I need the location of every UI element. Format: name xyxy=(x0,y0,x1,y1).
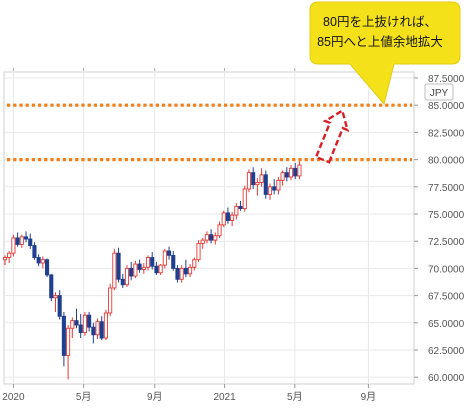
candle-body-up xyxy=(297,164,302,177)
candle-body-up xyxy=(145,257,151,268)
candle-body-up xyxy=(196,242,201,261)
candle-body-down xyxy=(74,320,79,326)
y-tick-label: 67.5000 xyxy=(428,292,465,303)
candle-body-down xyxy=(150,257,155,267)
candle-body-down xyxy=(57,295,62,317)
currency-label: JPY xyxy=(430,88,449,99)
candle-body-up xyxy=(200,239,205,244)
candle-body-up xyxy=(221,212,226,226)
candle-body-down xyxy=(116,252,121,280)
candle-body-down xyxy=(238,205,243,210)
candle-body-down xyxy=(49,274,54,299)
x-tick-label: 2020 xyxy=(2,392,25,403)
candle-body-down xyxy=(87,314,92,328)
callout-line-2: 85円へと上値余地拡大 xyxy=(317,35,443,49)
y-tick-label: 87.5000 xyxy=(428,74,465,85)
candle-body-down xyxy=(251,172,256,186)
projection-arrow xyxy=(314,108,350,164)
candle-body-up xyxy=(82,314,87,334)
y-tick-label: 80.0000 xyxy=(428,156,465,167)
candle-body-down xyxy=(166,250,172,256)
candle-body-down xyxy=(32,245,37,258)
candle-body-down xyxy=(61,315,66,356)
candle-body-up xyxy=(53,295,58,299)
candle-body-up xyxy=(95,321,100,336)
candle-body-up xyxy=(141,266,146,270)
y-tick-label: 77.5000 xyxy=(428,183,465,194)
candle-body-up xyxy=(234,205,239,216)
y-tick-label: 82.5000 xyxy=(428,128,465,139)
y-tick-label: 60.0000 xyxy=(428,373,465,384)
candle-body-up xyxy=(188,266,193,275)
candle-body-up xyxy=(280,172,285,181)
candle-body-down xyxy=(284,172,289,178)
candle-body-up xyxy=(242,188,247,210)
currency-box xyxy=(424,83,454,101)
candle-body-up xyxy=(204,234,209,241)
callout-line-1: 80円を上抜ければ、 xyxy=(323,15,437,29)
candle-body-up xyxy=(103,312,108,339)
candle-body-down xyxy=(272,186,277,191)
candle-body-up xyxy=(179,267,184,280)
candle-body-down xyxy=(99,321,104,339)
candle-body-down xyxy=(15,237,20,245)
candle-body-down xyxy=(23,236,29,240)
y-tick-label: 70.0000 xyxy=(428,264,465,275)
candle-body-up xyxy=(246,172,252,190)
candle-body-up xyxy=(288,167,294,178)
candle-body-up xyxy=(66,327,71,356)
candle-body-down xyxy=(209,234,214,241)
candle-body-up xyxy=(259,174,264,183)
candle-body-up xyxy=(19,236,24,245)
x-tick-label: 5月 xyxy=(76,391,92,403)
candle-body-down xyxy=(129,267,134,277)
candle-body-down xyxy=(183,267,188,275)
candle-body-up xyxy=(124,267,130,286)
candle-body-down xyxy=(91,326,96,336)
candle-body-up xyxy=(192,259,197,268)
candle-body-down xyxy=(45,259,50,276)
candle-body-up xyxy=(267,186,273,195)
candle-body-up xyxy=(162,250,167,266)
candle-body-up xyxy=(11,237,16,254)
y-tick-label: 62.5000 xyxy=(428,346,465,357)
candle-body-down xyxy=(36,257,41,264)
candle-body-down xyxy=(263,174,268,195)
candle-body-up xyxy=(230,214,235,221)
candle-body-up xyxy=(217,224,222,237)
candle-body-down xyxy=(137,263,142,270)
candle-body-up xyxy=(40,259,45,264)
candle-body-up xyxy=(2,257,8,261)
candle-body-up xyxy=(255,181,260,186)
candle-body-down xyxy=(225,212,230,221)
candle-body-down xyxy=(78,324,83,334)
candle-body-up xyxy=(276,179,281,191)
callout-bubble xyxy=(309,1,461,106)
y-tick-label: 72.5000 xyxy=(428,237,465,248)
x-tick-label: 5月 xyxy=(287,391,303,403)
candle-body-up xyxy=(213,235,218,241)
x-tick-label: 9月 xyxy=(147,391,163,403)
candle-body-down xyxy=(175,267,180,280)
candle-body-up xyxy=(108,287,113,314)
candle-body-down xyxy=(28,238,33,247)
y-tick-label: 85.0000 xyxy=(428,101,465,112)
candle-body-up xyxy=(133,263,138,277)
candle-body-up xyxy=(70,320,75,329)
candle-body-down xyxy=(171,254,176,269)
candle-body-up xyxy=(158,264,163,274)
callout-text: 80円を上抜ければ、 85円へと上値余地拡大 xyxy=(306,12,454,52)
candle-body-down xyxy=(293,167,298,177)
y-tick-label: 75.0000 xyxy=(428,210,465,221)
candle-body-up xyxy=(112,252,117,289)
x-tick-label: 9月 xyxy=(361,391,377,403)
candle-body-down xyxy=(120,278,125,286)
candle-body-down xyxy=(154,265,159,274)
y-tick-label: 65.0000 xyxy=(428,319,465,330)
x-tick-label: 2021 xyxy=(213,392,236,403)
candle-body-up xyxy=(7,252,12,258)
